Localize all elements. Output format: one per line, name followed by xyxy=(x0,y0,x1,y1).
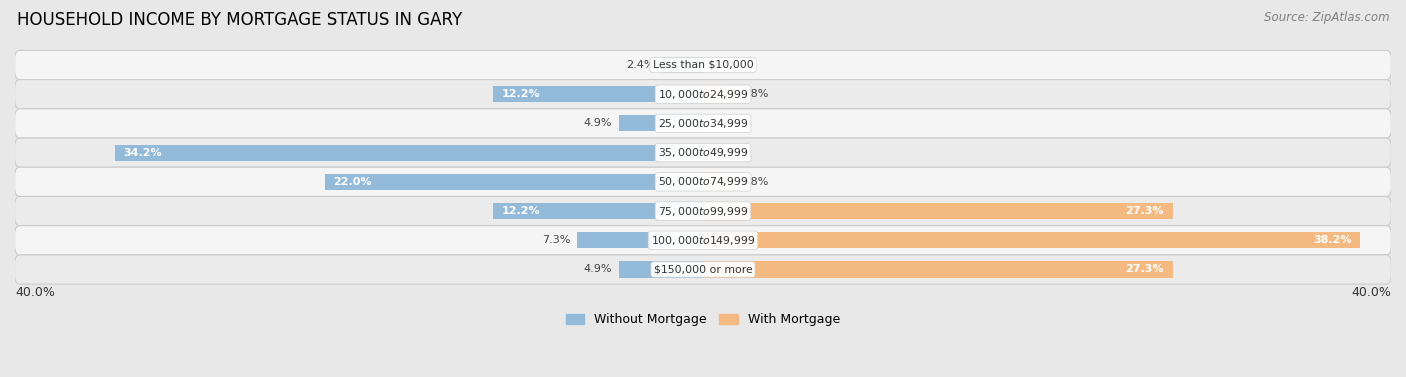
Text: 1.8%: 1.8% xyxy=(741,89,769,99)
Text: 34.2%: 34.2% xyxy=(124,148,162,158)
FancyBboxPatch shape xyxy=(14,167,1392,196)
Bar xyxy=(703,203,1173,219)
Text: 4.9%: 4.9% xyxy=(583,118,612,129)
FancyBboxPatch shape xyxy=(14,255,1392,284)
Text: $75,000 to $99,999: $75,000 to $99,999 xyxy=(658,205,748,218)
Text: 2.4%: 2.4% xyxy=(626,60,655,70)
Text: 0.0%: 0.0% xyxy=(710,118,738,129)
Bar xyxy=(703,86,734,102)
Bar xyxy=(662,57,703,73)
Bar xyxy=(325,174,703,190)
FancyBboxPatch shape xyxy=(14,226,1392,255)
FancyBboxPatch shape xyxy=(14,80,1392,109)
Text: 1.8%: 1.8% xyxy=(741,177,769,187)
Text: 38.2%: 38.2% xyxy=(1313,235,1351,245)
FancyBboxPatch shape xyxy=(14,196,1392,226)
Text: 7.3%: 7.3% xyxy=(543,235,571,245)
Text: Less than $10,000: Less than $10,000 xyxy=(652,60,754,70)
Text: $150,000 or more: $150,000 or more xyxy=(654,265,752,274)
Text: 12.2%: 12.2% xyxy=(502,206,540,216)
Text: $10,000 to $24,999: $10,000 to $24,999 xyxy=(658,88,748,101)
Bar xyxy=(619,261,703,277)
Text: 27.3%: 27.3% xyxy=(1125,265,1164,274)
FancyBboxPatch shape xyxy=(14,138,1392,167)
Text: $100,000 to $149,999: $100,000 to $149,999 xyxy=(651,234,755,247)
Text: 12.2%: 12.2% xyxy=(502,89,540,99)
Text: 0.0%: 0.0% xyxy=(710,60,738,70)
Bar xyxy=(494,203,703,219)
Bar xyxy=(703,174,734,190)
Legend: Without Mortgage, With Mortgage: Without Mortgage, With Mortgage xyxy=(561,308,845,331)
Text: 27.3%: 27.3% xyxy=(1125,206,1164,216)
Bar xyxy=(619,115,703,132)
Text: 40.0%: 40.0% xyxy=(1351,285,1391,299)
Bar xyxy=(494,86,703,102)
Text: 40.0%: 40.0% xyxy=(15,285,55,299)
Text: HOUSEHOLD INCOME BY MORTGAGE STATUS IN GARY: HOUSEHOLD INCOME BY MORTGAGE STATUS IN G… xyxy=(17,11,463,29)
Text: $35,000 to $49,999: $35,000 to $49,999 xyxy=(658,146,748,159)
Text: 4.9%: 4.9% xyxy=(583,265,612,274)
Text: $50,000 to $74,999: $50,000 to $74,999 xyxy=(658,175,748,188)
Bar xyxy=(115,145,703,161)
Text: 22.0%: 22.0% xyxy=(333,177,371,187)
Text: $25,000 to $34,999: $25,000 to $34,999 xyxy=(658,117,748,130)
Bar xyxy=(578,232,703,248)
Text: Source: ZipAtlas.com: Source: ZipAtlas.com xyxy=(1264,11,1389,24)
FancyBboxPatch shape xyxy=(14,109,1392,138)
FancyBboxPatch shape xyxy=(14,51,1392,80)
Bar xyxy=(703,261,1173,277)
Text: 0.0%: 0.0% xyxy=(710,148,738,158)
Bar xyxy=(703,232,1360,248)
